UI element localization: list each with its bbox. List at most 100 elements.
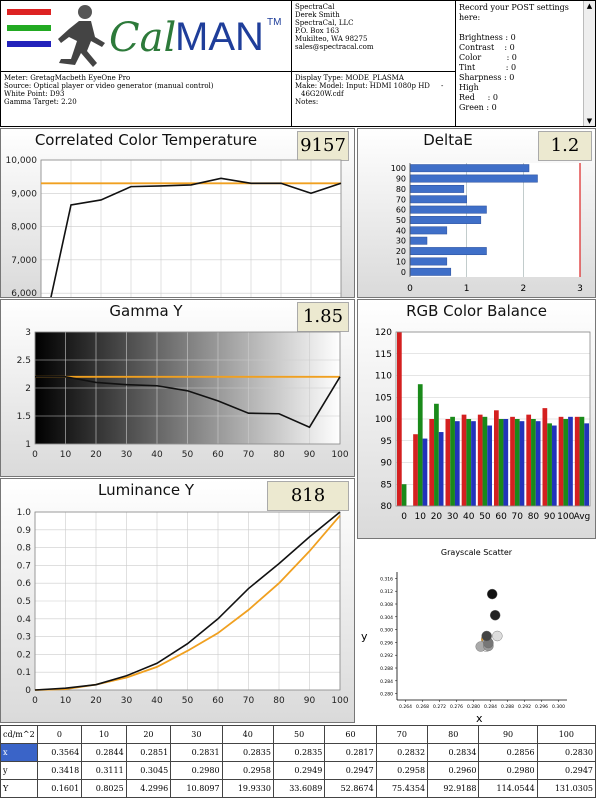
table-cell[interactable]: 4.2996 <box>125 779 172 798</box>
x-tick-label: 10 <box>60 450 72 460</box>
table-row[interactable]: y 0.3418 0.3111 0.3045 0.2980 0.2958 0.2… <box>0 761 596 780</box>
company-line: SpectraCal, LLC <box>295 19 354 27</box>
x-tick-label: 0 <box>32 450 38 460</box>
y-tick-label: 30 <box>396 237 406 246</box>
y-tick-label: 100 <box>375 415 392 425</box>
table-cell[interactable]: 0.2817 <box>324 743 377 762</box>
table-row[interactable]: Y 0.1601 0.8025 4.2996 10.8097 19.9330 3… <box>0 779 596 798</box>
measurement-table: cd/m^2 0 10 20 30 40 50 60 70 80 90 100 … <box>0 725 596 798</box>
table-cell[interactable]: 0.2856 <box>478 743 538 762</box>
y-tick-label: 2.5 <box>17 356 31 366</box>
table-col-header: 60 <box>324 725 377 744</box>
x-tick-label: 90 <box>544 512 556 522</box>
green-bar <box>466 419 472 506</box>
x-tick-label: 90 <box>304 450 316 460</box>
scatter-panel: Grayscale Scatter 0.280 0.284 0.288 0.292 0.… <box>357 540 596 723</box>
row-label[interactable]: y <box>0 761 38 780</box>
table-cell[interactable]: 10.8097 <box>170 779 223 798</box>
table-col-header: 70 <box>375 725 429 744</box>
table-cell[interactable]: 0.2832 <box>375 743 429 762</box>
logo-tm: TM <box>267 17 282 28</box>
table-cell[interactable]: 0.2851 <box>125 743 172 762</box>
table-cell[interactable]: 19.9330 <box>221 779 274 798</box>
gamma-target-line: Gamma Target: 2.20 <box>4 98 77 106</box>
table-row[interactable]: x 0.3564 0.2844 0.2851 0.2831 0.2835 0.2… <box>0 743 596 762</box>
table-cell[interactable]: 75.4354 <box>375 779 429 798</box>
x-tick-label: 0.288 <box>501 704 514 710</box>
deltae-bar <box>409 267 452 276</box>
company-info: SpectraCal Derek Smith SpectraCal, LLC P… <box>291 0 456 72</box>
table-cell[interactable]: 0.2834 <box>427 743 480 762</box>
table-col-header: 100 <box>536 725 596 744</box>
row-label[interactable]: Y <box>0 779 38 798</box>
table-cell[interactable]: 0.2958 <box>221 761 274 780</box>
cdf-line: 46G20W.cdf <box>301 90 344 98</box>
y-tick-label: 3 <box>25 328 31 338</box>
table-cell[interactable]: 0.2835 <box>221 743 274 762</box>
green-bar <box>482 416 488 506</box>
x-tick-label: 70 <box>243 450 255 460</box>
x-axis-label: x <box>476 712 483 723</box>
make-model-line: Make: Model: Input: HDMI 1080p HD - <box>295 82 444 90</box>
table-cell[interactable]: 0.3045 <box>125 761 172 780</box>
table-cell[interactable]: 131.0305 <box>536 779 596 798</box>
table-cell[interactable]: 0.1601 <box>36 779 83 798</box>
x-tick-label: 10 <box>60 696 72 706</box>
notes-scrollbar[interactable]: ▲ ▼ <box>583 1 595 126</box>
table-cell[interactable]: 0.2980 <box>170 761 223 780</box>
scroll-down-icon[interactable]: ▼ <box>586 117 593 125</box>
table-cell[interactable]: 0.2830 <box>536 743 596 762</box>
table-cell[interactable]: 0.2947 <box>324 761 377 780</box>
y-tick-label: 0.300 <box>380 628 393 634</box>
luminance-chart: 0 0.1 0.2 0.3 0.4 0.5 0.6 0.7 0.8 0.9 1.0 0 10 20 30 40… <box>17 508 349 706</box>
scroll-up-icon[interactable]: ▲ <box>586 2 593 10</box>
x-tick-label: 90 <box>304 696 316 706</box>
deltae-bar <box>409 184 465 193</box>
table-cell[interactable]: 33.6089 <box>272 779 326 798</box>
x-tick-label: 40 <box>151 450 163 460</box>
running-man-icon <box>58 5 105 67</box>
x-tick-label: 0.296 <box>535 704 548 710</box>
table-cell[interactable]: 0.2960 <box>427 761 480 780</box>
red-bar <box>510 416 515 506</box>
table-cell[interactable]: 0.8025 <box>81 779 127 798</box>
post-settings-notes[interactable]: Record your POST settings here: Brightne… <box>455 0 596 127</box>
luminance-panel: Luminance Y 818 0 0.1 0.2 0.3 0.4 0.5 0.6 0.7 0.… <box>0 478 355 723</box>
y-tick-label: 0.2 <box>17 650 31 660</box>
y-tick-label: 0 <box>401 268 406 277</box>
table-cell[interactable]: 0.3418 <box>36 761 83 780</box>
table-cell[interactable]: 0.2958 <box>375 761 429 780</box>
blue-bar <box>487 425 492 506</box>
y-tick-label: 0.308 <box>380 602 393 608</box>
row-label[interactable]: x <box>0 743 38 762</box>
table-cell[interactable]: 0.2947 <box>536 761 596 780</box>
table-cell[interactable]: 0.3111 <box>81 761 127 780</box>
gamma-value: 1.85 <box>297 302 349 332</box>
table-cell[interactable]: 0.2844 <box>81 743 127 762</box>
green-bar <box>514 419 520 506</box>
x-tick-label: Avg <box>574 512 591 522</box>
y-tick-label: 0.6 <box>17 579 32 589</box>
y-tick-label: 7,000 <box>11 256 37 266</box>
table-cell[interactable]: 0.2949 <box>272 761 326 780</box>
table-cell[interactable]: 92.9188 <box>427 779 480 798</box>
x-tick-label: 0.268 <box>416 704 429 710</box>
logo-bar-green <box>7 25 51 31</box>
table-cell[interactable]: 52.8674 <box>324 779 377 798</box>
table-cell[interactable]: 0.2831 <box>170 743 223 762</box>
table-cell[interactable]: 114.0544 <box>478 779 538 798</box>
table-cell[interactable]: 0.3564 <box>36 743 83 762</box>
x-tick-label: 0.272 <box>433 704 446 710</box>
y-tick-label: 0.3 <box>17 633 31 643</box>
table-col-header: 10 <box>81 725 127 744</box>
deltae-panel: DeltaE 1.2 0 1 2 3 100 90 80 70 60 50 40 30 20 10 0 <box>357 128 596 298</box>
logo-man: MAN <box>175 15 264 59</box>
table-cell[interactable]: 0.2980 <box>478 761 538 780</box>
y-tick-label: 85 <box>381 480 392 490</box>
y-tick-label: 0.284 <box>380 679 393 685</box>
cct-panel: Correlated Color Temperature 9157 3,0004… <box>0 128 355 298</box>
y-tick-label: 1 <box>25 440 31 450</box>
y-tick-label: 8,000 <box>11 223 37 233</box>
table-cell[interactable]: 0.2835 <box>272 743 326 762</box>
setting-line: Color : 0 <box>459 53 517 62</box>
